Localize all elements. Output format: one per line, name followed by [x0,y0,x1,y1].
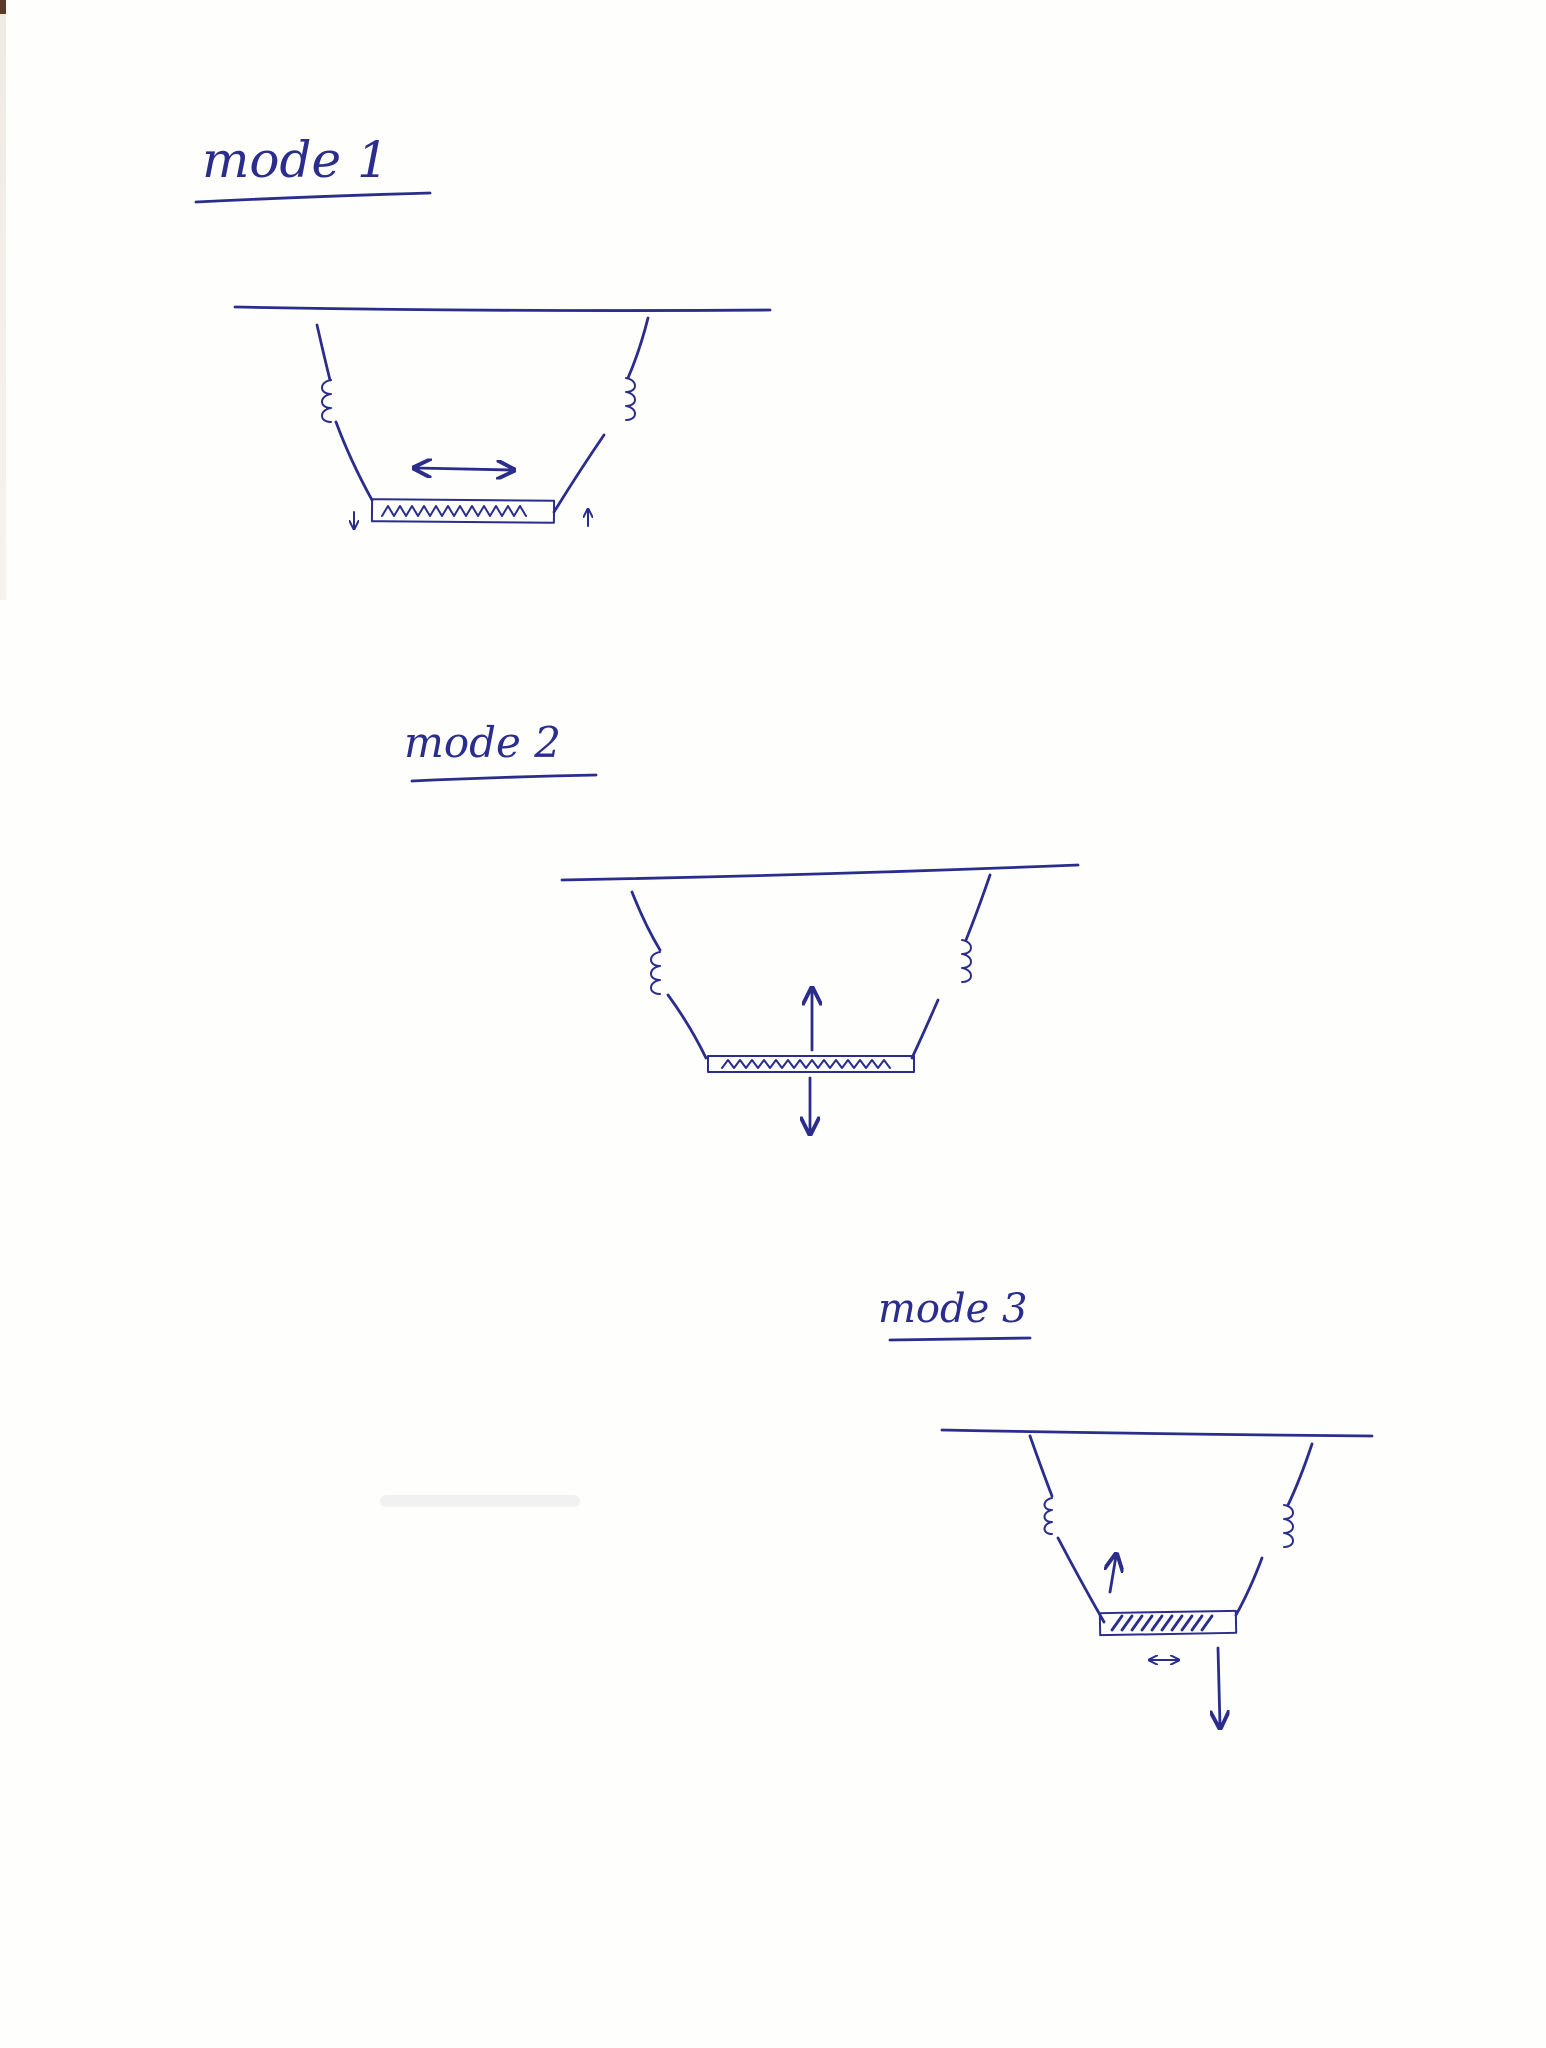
mode-3-right-string-bottom [1234,1556,1264,1617]
mode-3-right-spring [1283,1504,1294,1548]
mode-3-bar [1098,1609,1238,1637]
mode-2-left-string-top [630,890,662,952]
mode-2-bar [707,1055,915,1073]
mode-3-left-string-top [1028,1434,1054,1498]
mode-3-right-string-top [1286,1442,1314,1507]
mode-3-title-underline [888,1336,1032,1342]
mode-2-right-spring [961,939,972,983]
mode-1-right-spring [625,377,636,421]
mode-2-left-spring [650,951,661,995]
mode-1-right-string-top [626,316,650,380]
mode-2-right-string-bottom [910,998,940,1060]
mode-2-bar-hatch [721,1059,891,1069]
mode-3-ceiling [940,1428,1374,1438]
mode-3-down-arrow [1218,1646,1220,1726]
mode-2-left-string-bottom [666,993,708,1060]
mode-2-title: mode 2 [404,718,561,767]
mode-2-diagram: mode 2 [404,718,1080,1132]
mode-1-horizontal-arrow [416,468,512,470]
mode-3-left-spring [1043,1497,1053,1535]
mode-3-diagram: mode 3 [878,1286,1374,1726]
mode-1-left-string-top [315,323,332,382]
mode-1-right-string-bottom [552,433,606,514]
mode-1-bar-hatch [381,505,527,517]
mode-1-left-spring [321,379,332,423]
mode-1-bar [370,498,556,524]
mode-1-diagram: mode 1 [194,131,772,528]
mode-3-up-arrow [1110,1556,1116,1594]
mode-3-title: mode 3 [878,1286,1027,1332]
mode-1-ceiling [233,305,772,312]
mode-1-title: mode 1 [202,131,389,189]
mode-2-title-underline [410,773,598,783]
mode-2-right-string-top [964,873,992,942]
eraser-smudge [380,1495,580,1507]
mode-3-left-string-bottom [1056,1536,1106,1624]
mode-3-bar-hatch [1110,1614,1214,1632]
mode-1-title-underline [194,191,432,204]
mode-1-left-string-bottom [334,420,374,502]
mode-2-ceiling [560,863,1080,882]
